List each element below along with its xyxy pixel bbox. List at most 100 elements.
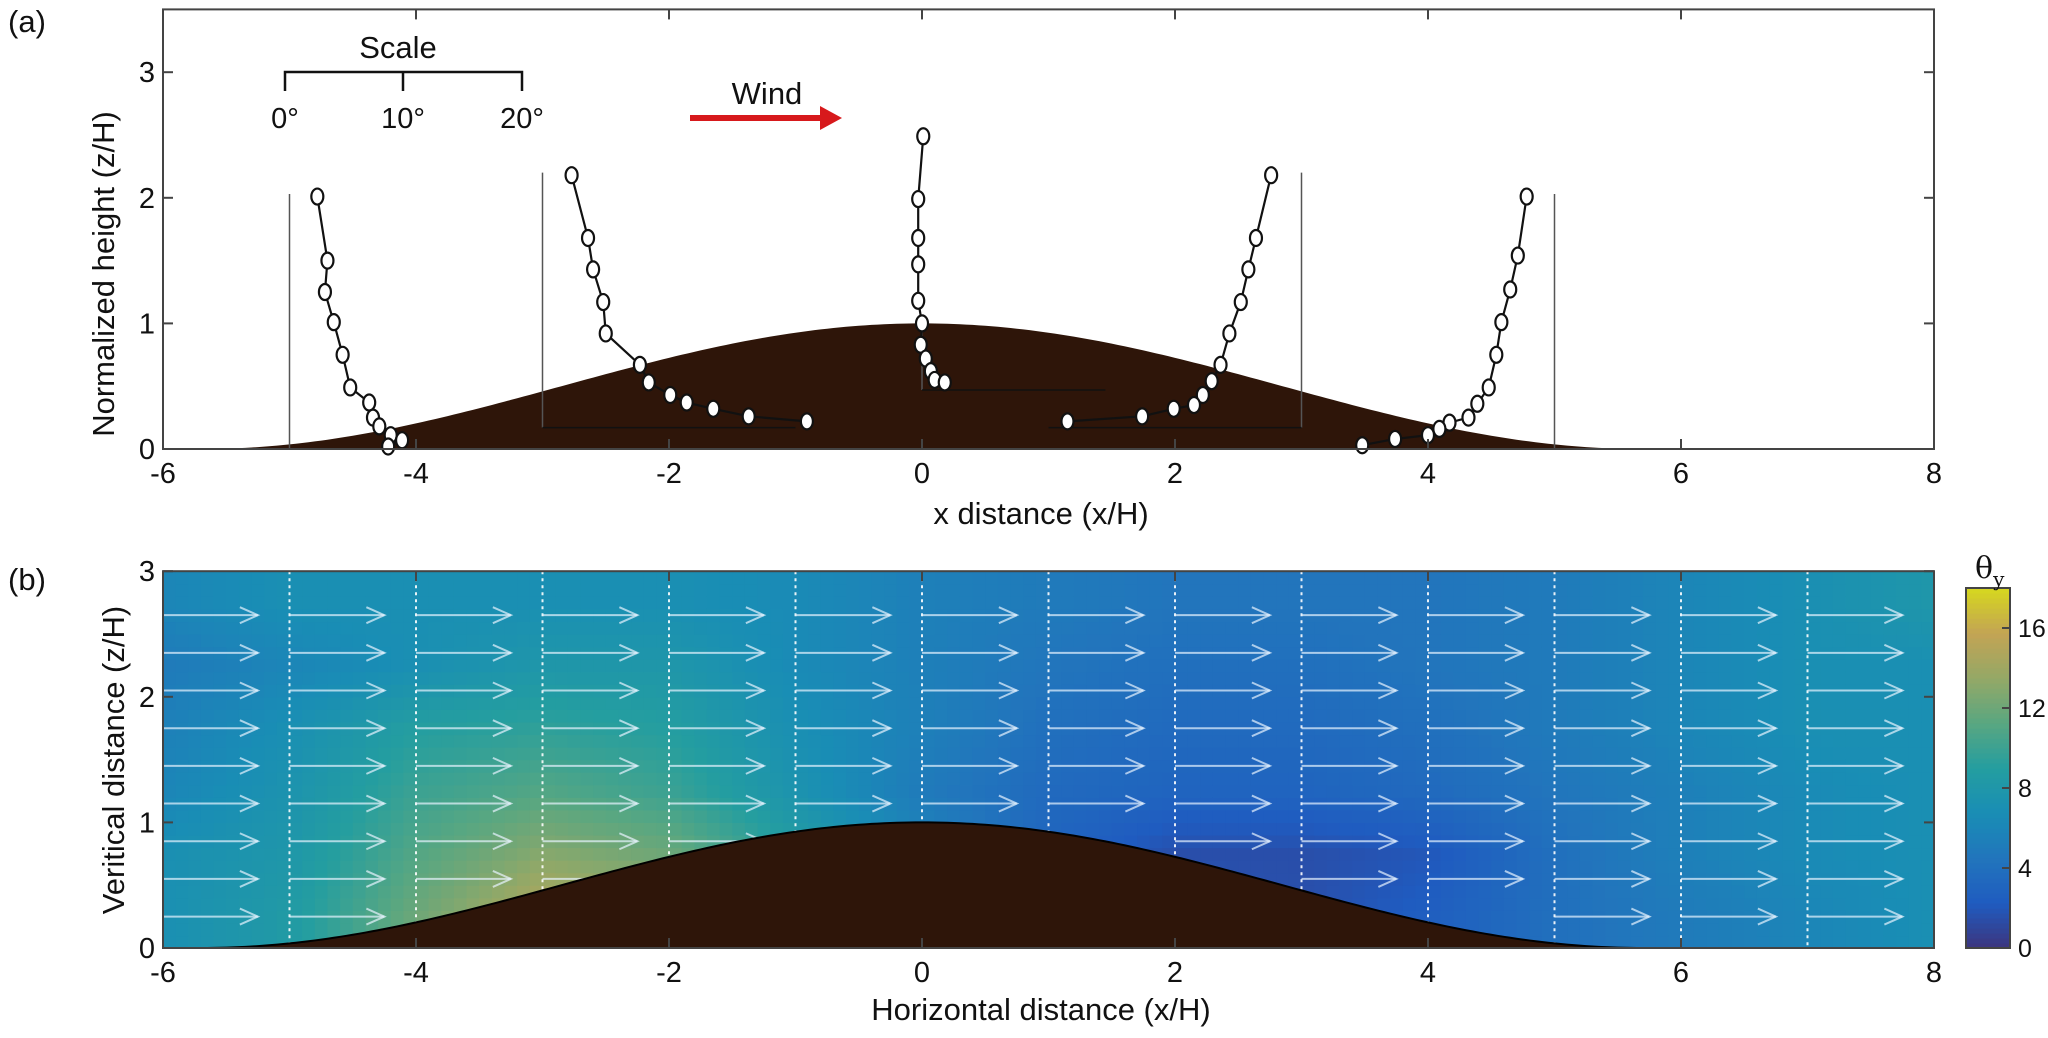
panel-b-xtick-label: 6 [1673, 957, 1689, 989]
heatmap-cell [314, 772, 329, 786]
heatmap-cell [327, 772, 341, 786]
heatmap-cell [1503, 897, 1518, 911]
heatmap-cell [1820, 571, 1834, 585]
heatmap-cell [896, 583, 910, 597]
heatmap-cell [441, 583, 455, 597]
heatmap-cell [1731, 772, 1745, 786]
heatmap-cell [251, 822, 265, 836]
heatmap-cell [479, 621, 493, 635]
heatmap-cell [1010, 696, 1024, 710]
wind-vector [1048, 756, 1146, 775]
heatmap-cell [997, 696, 1012, 710]
heatmap-cell [1718, 784, 1733, 798]
heatmap-cell [1276, 797, 1290, 811]
heatmap-cell [226, 772, 240, 786]
heatmap-cell [1870, 734, 1884, 748]
panel-b-vectors [163, 606, 1905, 926]
heatmap-cell [1554, 822, 1568, 836]
heatmap-cell [1276, 822, 1290, 836]
heatmap-cell [1225, 621, 1239, 635]
heatmap-cell [922, 772, 936, 786]
heatmap-cell [1048, 772, 1062, 786]
heatmap-cell [770, 822, 784, 836]
heatmap-cell [1288, 721, 1303, 736]
heatmap-cell [643, 634, 657, 648]
heatmap-cell [631, 621, 645, 635]
heatmap-cell [390, 659, 404, 673]
heatmap-cell [694, 621, 708, 635]
heatmap-cell [1212, 583, 1227, 597]
heatmap-cell [1491, 709, 1505, 723]
heatmap-cell [1073, 659, 1088, 673]
heatmap-cell [517, 834, 531, 849]
heatmap-cell [719, 596, 733, 610]
heatmap-cell [365, 784, 379, 798]
heatmap-cell [264, 897, 278, 911]
heatmap-cell [238, 897, 253, 911]
heatmap-cell [1681, 671, 1695, 685]
heatmap-cell [276, 797, 291, 811]
heatmap-cell [871, 583, 885, 597]
heatmap-cell [491, 747, 506, 761]
heatmap-cell [1630, 596, 1644, 610]
heatmap-cell [1010, 784, 1024, 798]
heatmap-cell [1503, 885, 1518, 899]
heatmap-cell [706, 571, 721, 585]
heatmap-cell [1807, 634, 1821, 648]
wind-vector [163, 643, 261, 662]
heatmap-cell [1238, 734, 1252, 748]
heatmap-cell [1086, 809, 1100, 823]
heatmap-cell [416, 860, 430, 874]
heatmap-cell [1921, 734, 1935, 748]
heatmap-cell [985, 747, 999, 761]
heatmap-cell [643, 847, 657, 861]
wind-vector [1428, 681, 1526, 700]
heatmap-cell [858, 671, 872, 685]
heatmap-cell [188, 709, 202, 723]
heatmap-cell [1149, 634, 1163, 648]
wind-vector [795, 719, 893, 738]
heatmap-cell [1870, 696, 1884, 710]
heatmap-cell [719, 709, 733, 723]
heatmap-cell [1820, 659, 1834, 673]
heatmap-cell [428, 734, 442, 748]
heatmap-cell [1870, 847, 1884, 861]
colorbar-segment [1966, 678, 2010, 684]
heatmap-cell [1592, 935, 1606, 949]
heatmap-cell [1402, 885, 1416, 899]
colorbar-segment [1966, 743, 2010, 749]
profile-point [326, 313, 341, 332]
heatmap-cell [238, 571, 253, 585]
heatmap-cell [947, 709, 961, 723]
heatmap-cell [1541, 634, 1556, 648]
vector-head [1883, 832, 1905, 851]
heatmap-cell [441, 696, 455, 710]
heatmap-cell [1200, 634, 1214, 648]
heatmap-cell [618, 634, 632, 648]
heatmap-cell [1541, 822, 1556, 836]
heatmap-cell [1503, 860, 1518, 874]
heatmap-cell [213, 847, 227, 861]
heatmap-cell [1529, 608, 1543, 623]
heatmap-cell [1896, 696, 1910, 710]
heatmap-cell [479, 747, 493, 761]
heatmap-cell [163, 935, 177, 949]
heatmap-cell [1921, 809, 1935, 823]
heatmap-cell [453, 822, 468, 836]
heatmap-cell [808, 596, 822, 610]
heatmap-cell [378, 571, 392, 585]
heatmap-cell [226, 621, 240, 635]
heatmap-cell [782, 809, 797, 823]
heatmap-cell [1428, 734, 1442, 748]
heatmap-cell [1465, 747, 1480, 761]
heatmap-cell [833, 747, 847, 761]
colorbar-segment [1966, 848, 2010, 854]
heatmap-cell [188, 621, 202, 635]
heatmap-cell [1529, 596, 1543, 610]
heatmap-cell [1048, 671, 1062, 685]
heatmap-cell [188, 860, 202, 874]
heatmap-cell [1794, 696, 1809, 710]
heatmap-cell [1567, 822, 1581, 836]
heatmap-cell [618, 696, 632, 710]
